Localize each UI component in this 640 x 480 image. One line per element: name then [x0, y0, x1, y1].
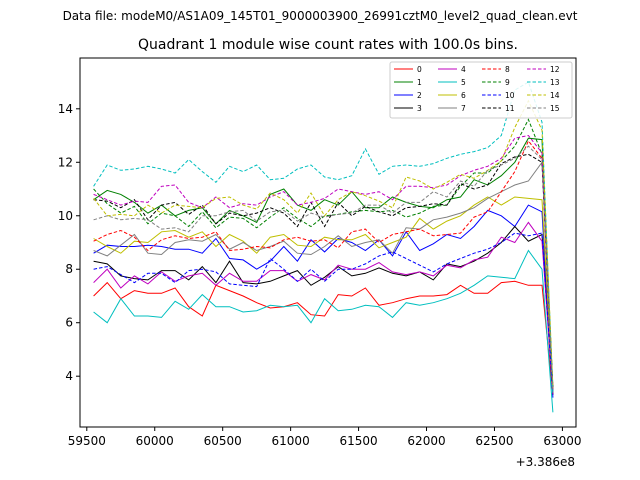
plot-area: 59500 60000 60500 61000 61500 62000 62500 63000… — [58, 57, 582, 469]
legend-label-2: 2 — [417, 91, 422, 100]
x-tick-label: 62000 — [407, 434, 445, 448]
series-6-line — [93, 196, 554, 393]
series-11-line — [93, 153, 554, 390]
x-tick-label: 61000 — [272, 434, 310, 448]
axes-frame — [79, 57, 577, 428]
series-4-line — [93, 221, 554, 395]
y-tick-label: 10 — [58, 209, 73, 223]
x-tick-label: 60500 — [204, 434, 242, 448]
y-axis: 4 6 8 10 12 14 — [58, 102, 80, 383]
suptitle: Data file: modeM0/AS1A09_145T01_90000039… — [63, 9, 578, 23]
legend-label-11: 11 — [505, 104, 515, 113]
y-tick-label: 6 — [65, 316, 73, 330]
legend-label-0: 0 — [417, 65, 422, 74]
series-12-line — [93, 134, 554, 390]
legend-label-8: 8 — [505, 65, 510, 74]
x-tick-label: 61500 — [339, 434, 377, 448]
y-tick-label: 8 — [65, 262, 73, 276]
legend-label-1: 1 — [417, 78, 422, 87]
series-10-line — [93, 232, 554, 395]
x-offset-label: +3.386e8 — [516, 455, 575, 469]
series-2-line — [93, 204, 554, 398]
series-14-line — [93, 99, 554, 387]
series-5-line — [93, 249, 554, 413]
y-tick-label: 12 — [58, 155, 73, 169]
series-3-line — [93, 225, 554, 395]
y-tick-label: 14 — [58, 102, 73, 116]
legend-label-15: 15 — [550, 104, 560, 113]
series-layer — [93, 81, 554, 413]
x-tick-label: 60000 — [136, 434, 174, 448]
legend-label-10: 10 — [505, 91, 515, 100]
series-8-line — [93, 139, 554, 390]
series-15-line — [93, 145, 554, 393]
x-tick-label: 63000 — [543, 434, 581, 448]
x-tick-label: 59500 — [68, 434, 106, 448]
legend-label-12: 12 — [550, 65, 560, 74]
series-0-line — [93, 280, 554, 395]
series-7-line — [93, 160, 554, 393]
y-tick-label: 4 — [65, 369, 73, 383]
legend-label-7: 7 — [461, 104, 466, 113]
series-13-line — [93, 81, 554, 395]
legend-label-5: 5 — [461, 78, 466, 87]
legend-label-13: 13 — [550, 78, 560, 87]
x-axis: 59500 60000 60500 61000 61500 62000 62500 63000 — [68, 427, 582, 448]
legend-label-3: 3 — [417, 104, 422, 113]
chart-title: Quadrant 1 module wise count rates with … — [138, 37, 518, 53]
legend-label-4: 4 — [461, 65, 466, 74]
legend-box — [389, 61, 573, 119]
legend-label-14: 14 — [550, 91, 560, 100]
legend-label-9: 9 — [505, 78, 510, 87]
legend-label-6: 6 — [461, 91, 466, 100]
x-tick-label: 62500 — [475, 434, 513, 448]
